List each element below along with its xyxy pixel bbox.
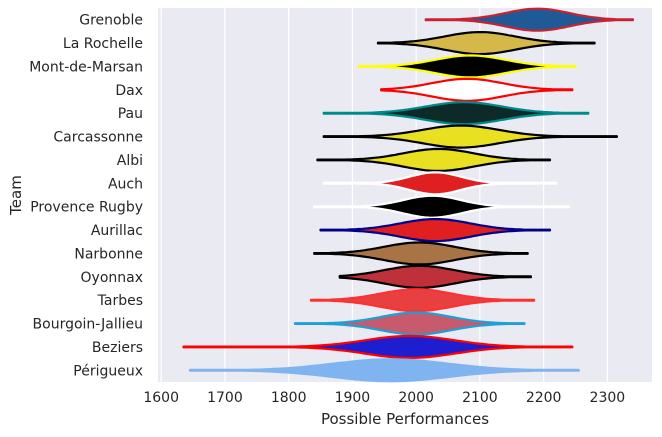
y-tick-label: Bourgoin-Jallieu — [33, 317, 143, 333]
violin-albi — [316, 147, 552, 172]
violin-mont-de-marsan — [357, 54, 577, 79]
violin-grenoble — [424, 7, 634, 32]
violin-dax — [380, 77, 574, 102]
violin-bourgoin-jallieu — [293, 311, 526, 336]
y-tick-label: La Rochelle — [63, 36, 143, 52]
violin-beziers — [182, 334, 574, 359]
y-tick-label: Beziers — [92, 340, 143, 356]
y-tick-label: Oyonnax — [81, 270, 143, 286]
violin-aurillac — [319, 218, 552, 243]
y-tick-label: Mont-de-Marsan — [29, 59, 143, 75]
violin-la-rochelle — [376, 31, 596, 56]
y-tick-label: Pau — [118, 106, 143, 122]
y-tick-label: Dax — [115, 83, 143, 99]
violins — [182, 7, 634, 383]
y-tick-label: Aurillac — [91, 223, 143, 239]
grid-lines — [160, 8, 608, 382]
x-tick-label: 1600 — [143, 390, 179, 406]
x-tick-label: 2000 — [398, 390, 434, 406]
x-tick-label: 2200 — [526, 390, 562, 406]
x-tick-label: 1800 — [271, 390, 307, 406]
y-tick-label: Albi — [117, 153, 143, 169]
violin-p-rigueux — [188, 358, 580, 383]
violin-carcassonne — [322, 124, 618, 149]
y-tick-label: Narbonne — [74, 246, 143, 262]
violin-tarbes — [309, 288, 536, 313]
violin-provence-rugby — [313, 194, 571, 219]
y-tick-label: Tarbes — [97, 293, 143, 309]
violin-auch — [322, 171, 558, 196]
y-tick-label: Provence Rugby — [30, 200, 143, 216]
violin-oyonnax — [338, 264, 532, 289]
y-tick-label: Carcassonne — [53, 130, 143, 146]
x-tick-label: 1700 — [207, 390, 243, 406]
y-tick-label: Grenoble — [79, 13, 143, 29]
x-tick-label: 2300 — [590, 390, 626, 406]
x-axis-title: Possible Performances — [321, 410, 489, 428]
x-tick-labels: 1600 1700 1800 1900 2000 2100 2200 2300 — [143, 390, 625, 406]
y-tick-labels: Grenoble La Rochelle Mont-de-Marsan Dax Pau C… — [29, 13, 143, 380]
violin-narbonne — [313, 241, 529, 266]
y-tick-label: Auch — [108, 176, 143, 192]
y-tick-label: Périgueux — [73, 363, 143, 379]
x-tick-label: 2100 — [462, 390, 498, 406]
y-axis-title: Team — [7, 175, 25, 216]
violin-pau — [322, 101, 590, 126]
x-tick-label: 1900 — [335, 390, 371, 406]
